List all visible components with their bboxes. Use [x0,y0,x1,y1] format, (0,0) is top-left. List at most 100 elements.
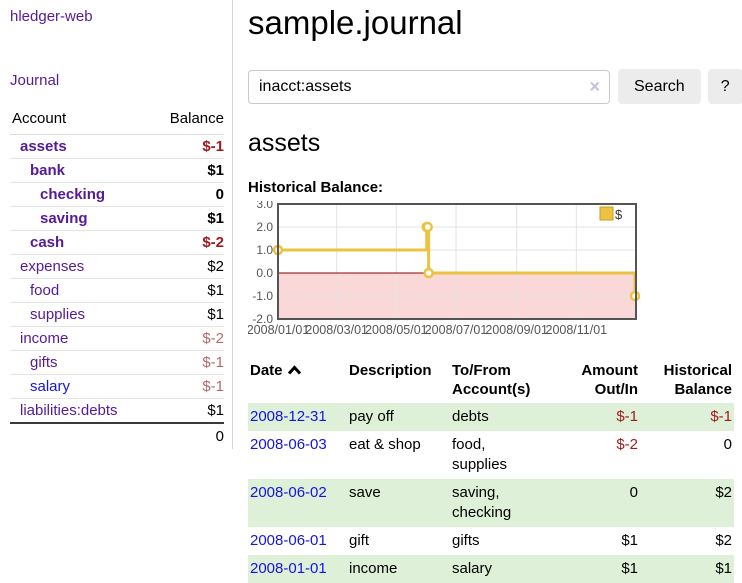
transaction-accounts: food, supplies [452,436,508,474]
account-link[interactable]: income [20,330,69,347]
register-header-row: Date Description To/From Account(s) Amou… [248,359,734,403]
transaction-row[interactable]: 2008-06-02 save saving, checking 0 $2 [248,479,734,528]
account-heading: assets [248,129,321,158]
sidebar-item-journal[interactable]: Journal [10,72,60,89]
transaction-balance: $2 [715,532,732,550]
transaction-date-link[interactable]: 2008-01-01 [250,560,327,578]
register-table: Date Description To/From Account(s) Amou… [248,359,734,583]
transaction-accounts: gifts [452,532,480,550]
main-content: sample.journal × Search ? assets Histori… [233,0,742,583]
account-link[interactable]: assets [20,138,67,155]
sidebar-account-row: assets $-1 [10,135,224,159]
transaction-accounts: salary [450,555,550,583]
account-column-header: Account [12,110,67,127]
transaction-row[interactable]: 2008-06-03 eat & shop food, supplies $-2… [248,431,734,479]
sort-ascending-icon [287,365,301,375]
svg-text:2008/05/01: 2008/05/01 [365,323,428,337]
transaction-accounts: saving, checking [450,479,550,528]
account-link[interactable]: checking [40,186,106,203]
accounts-total-value: 0 [215,428,224,445]
transaction-description: save [347,479,450,528]
account-link[interactable]: supplies [30,306,86,323]
transaction-row[interactable]: 2008-01-01 income salary $1 $1 [248,555,734,583]
transaction-date-link[interactable]: 2008-12-31 [250,408,327,426]
account-link[interactable]: cash [30,234,65,251]
transaction-row[interactable]: 2008-06-01 gift gifts $1 $2 [248,527,734,555]
chart-title: Historical Balance: [248,179,384,197]
svg-text:-1.0: -1.0 [252,289,273,303]
svg-text:2008/01/01: 2008/01/01 [248,323,309,337]
transaction-description: pay off [347,403,450,432]
historical-balance-chart: $3.0 2.0 1.0 0.0 -1.0 -2.02008/01/012008/03/0… [248,201,640,337]
page-title: sample.journal [248,4,463,41]
help-button[interactable]: ? [707,69,742,105]
sidebar-account-row: supplies $1 [10,303,224,327]
account-balance: $-1 [202,354,224,371]
account-link[interactable]: expenses [20,258,85,275]
transaction-date-link[interactable]: 2008-06-02 [250,484,327,502]
svg-text:3.0: 3.0 [256,201,273,211]
sidebar-account-row: cash $-2 [10,231,224,255]
sidebar: hledger-web Journal Account Balance asse… [0,0,233,449]
transaction-amount: $1 [550,555,640,583]
transaction-date-link[interactable]: 2008-06-01 [250,532,327,550]
account-balance: 0 [215,186,224,203]
sidebar-account-row: liabilities:debts $1 [10,399,224,422]
search-input-wrap: × [248,69,610,104]
transaction-amount: $1 [621,532,638,550]
legend-swatch [599,206,614,221]
account-balance: $1 [207,306,224,323]
date-column-header[interactable]: Date [248,359,347,403]
account-link[interactable]: bank [30,162,66,179]
transaction-description: gift [349,532,370,550]
svg-text:2008/11/01: 2008/11/01 [546,323,608,337]
accounts-table: Account Balance assets $-1 bank $1 check… [10,109,224,449]
account-balance: $1 [207,162,224,179]
sidebar-account-row: food $1 [10,279,224,303]
svg-text:2.0: 2.0 [256,220,273,234]
svg-text:-2.0: -2.0 [252,312,273,326]
transaction-amount: 0 [550,479,640,528]
sidebar-account-row: gifts $-1 [10,351,224,375]
transaction-description: income [347,555,450,583]
account-link[interactable]: saving [40,210,88,227]
transaction-amount: $-1 [550,403,640,432]
register-body: 2008-12-31 pay off debts $-1 $-1 2008-06… [248,403,734,583]
search-button[interactable]: Search [618,69,701,105]
sidebar-account-row: salary $-1 [10,375,224,399]
transaction-balance: $1 [640,555,734,583]
account-link[interactable]: liabilities:debts [20,402,118,419]
account-balance: $1 [207,402,224,419]
accounts-total-row: 0 [10,422,224,449]
account-balance: $-2 [202,330,224,347]
brand-link[interactable]: hledger-web [10,8,93,25]
transaction-amount: $-2 [616,436,638,454]
account-balance: $1 [207,282,224,299]
svg-text:2008/07/01: 2008/07/01 [425,323,488,337]
account-balance: $-1 [202,138,224,155]
sidebar-account-row: bank $1 [10,159,224,183]
account-list: assets $-1 bank $1 checking 0 saving $1 … [10,135,224,422]
accounts-column-header: To/From Account(s) [452,362,531,399]
svg-text:1.0: 1.0 [256,243,273,257]
svg-text:2008/09/01: 2008/09/01 [485,323,548,337]
accounts-table-header: Account Balance [10,109,224,135]
transaction-accounts: debts [450,403,550,432]
sidebar-account-row: expenses $2 [10,255,224,279]
sidebar-account-row: saving $1 [10,207,224,231]
transaction-date-link[interactable]: 2008-06-03 [250,436,327,454]
svg-text:0.0: 0.0 [256,266,273,280]
search-input[interactable] [248,69,610,104]
transaction-row[interactable]: 2008-12-31 pay off debts $-1 $-1 [248,403,734,432]
account-link[interactable]: salary [30,378,71,395]
account-balance: $1 [207,210,224,227]
balance-column-header: Historical Balance [663,362,732,399]
account-link[interactable]: gifts [30,354,58,371]
clear-search-icon[interactable]: × [589,76,600,97]
transaction-balance: $2 [640,479,734,528]
transaction-description: eat & shop [349,436,421,454]
account-link[interactable]: food [30,282,60,299]
sidebar-account-row: income $-2 [10,327,224,351]
description-column-header: Description [349,362,432,380]
